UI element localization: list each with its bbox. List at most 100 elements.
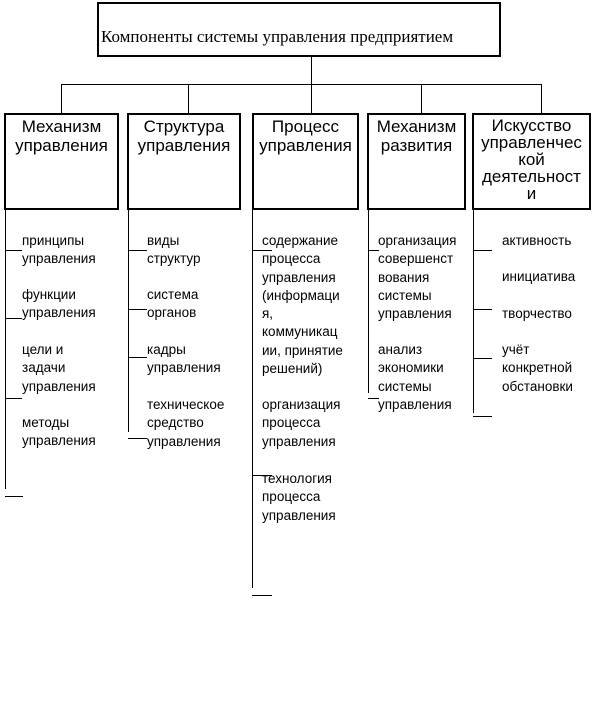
component-box-process: Процесс управления (252, 113, 359, 210)
tick (128, 357, 147, 358)
item-text-line: средство (147, 415, 204, 431)
tick (128, 250, 147, 251)
box-title-line: Механизм (376, 117, 457, 136)
item-text-line: активность (502, 233, 572, 248)
box-title-line: кой (518, 150, 545, 169)
component-box-mechanism-management: Механизм управления (4, 113, 119, 210)
tick (5, 398, 22, 399)
connector (421, 84, 422, 113)
box-title-line: управленчес (481, 133, 582, 152)
box-title-line: и (526, 184, 537, 203)
list-item: техническое средство управления (147, 396, 224, 451)
box-title-line: деятельност (482, 167, 581, 186)
connector (541, 84, 542, 113)
item-text-line: виды (147, 233, 180, 248)
tick (473, 309, 492, 310)
item-text-line: управления (22, 305, 96, 321)
item-text-line: управления (262, 433, 336, 449)
item-text-line: управления (262, 507, 336, 523)
tick (128, 309, 147, 310)
item-text-line: решений) (262, 361, 323, 377)
item-text-line: цели и (22, 342, 64, 357)
item-text-line: управления (378, 396, 452, 412)
tick (252, 475, 272, 476)
branch-line (252, 210, 253, 588)
component-box-development: Механизм развития (367, 113, 466, 210)
item-text-line: технология (262, 471, 332, 486)
box-title-line: управления (15, 136, 108, 155)
item-text-line: коммуникац (262, 324, 338, 340)
item-text-line: совершенст (378, 251, 454, 267)
list-item: анализ экономики системы управления (378, 341, 452, 414)
list-item: система органов (147, 286, 198, 323)
item-text-line: система (147, 287, 199, 302)
item-text-line: учёт (502, 342, 530, 357)
list-item: творчество (502, 305, 572, 323)
list-item: активность (502, 232, 571, 250)
item-text-line: организация (262, 397, 341, 412)
tick (473, 416, 492, 417)
item-text-line: функции (22, 287, 76, 302)
list-item: виды структур (147, 232, 201, 269)
item-text-line: управления (262, 269, 336, 285)
item-text-line: системы (378, 287, 432, 303)
item-text-line: принципы (22, 233, 85, 248)
item-text-line: управления (147, 433, 221, 449)
list-item: функции управления (22, 286, 96, 323)
item-text-line: экономики (378, 360, 444, 376)
item-text-line: вования (378, 269, 430, 285)
item-text-line: органов (147, 305, 197, 321)
box-title-line: Искусство (491, 116, 572, 135)
connector (311, 55, 312, 84)
item-text-line: процесса (262, 251, 321, 267)
tick (252, 595, 272, 596)
item-text-line: обстановки (502, 378, 573, 394)
list-item: организация совершенст вования системы управ… (378, 232, 456, 323)
item-text-line: методы (22, 415, 70, 430)
box-title-line: Механизм (21, 117, 102, 136)
box-title-line: Процесс (271, 117, 340, 136)
item-text-line: задачи (22, 360, 66, 376)
tick (368, 398, 379, 399)
tick (252, 250, 272, 251)
tick (368, 250, 379, 251)
item-text-line: управления (22, 433, 96, 449)
tick (5, 250, 22, 251)
component-box-art: Искусство управленчес кой деятельност и (472, 113, 591, 210)
list-item: инициатива (502, 268, 575, 286)
item-text-line: кадры (147, 342, 186, 357)
list-item: организация процесса управления (262, 396, 340, 451)
box-title-line: развития (380, 136, 453, 155)
item-text-line: ии, принятие (262, 342, 343, 358)
list-item: кадры управления (147, 341, 221, 378)
branch-line (473, 210, 474, 413)
box-title-line: управления (259, 136, 352, 155)
tick (5, 496, 23, 497)
root-box: Компоненты системы управления предприяти… (97, 2, 501, 57)
item-text-line: конкретной (502, 360, 573, 376)
tick (473, 358, 492, 359)
box-title-line: Структура (143, 117, 225, 136)
item-text-line: процесса (262, 415, 321, 431)
connector (311, 84, 312, 113)
list-item: технология процесса управления (262, 470, 336, 525)
branch-line (5, 210, 6, 489)
list-item: содержание процесса управления (информаци я,… (262, 232, 343, 378)
connector (61, 84, 62, 113)
item-text-line: управления (22, 378, 96, 394)
item-text-line: организация (378, 233, 457, 248)
connector (61, 84, 542, 85)
item-text-line: управления (378, 306, 452, 322)
item-text-line: содержание (262, 233, 339, 248)
item-text-line: процесса (262, 489, 321, 505)
item-text-line: я, (262, 306, 274, 322)
branch-line (128, 210, 129, 432)
tick (473, 250, 492, 251)
item-text-line: анализ (378, 342, 423, 357)
item-text-line: творчество (502, 306, 572, 321)
root-title: Компоненты системы управления предприяти… (101, 27, 454, 46)
list-item: методы управления (22, 414, 96, 451)
tick (5, 318, 22, 319)
connector (188, 84, 189, 113)
